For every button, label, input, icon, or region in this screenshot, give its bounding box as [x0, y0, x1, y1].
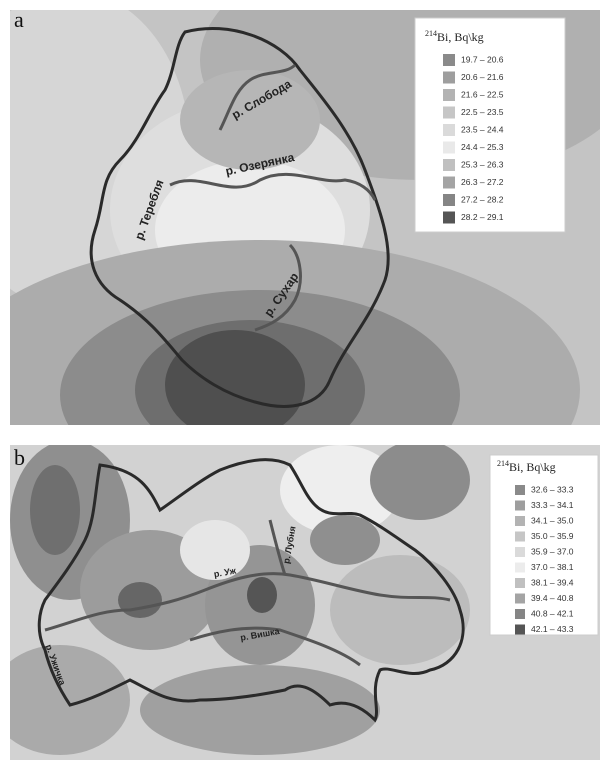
- legend-label: 33.3 – 34.1: [531, 500, 574, 510]
- legend-label: 37.0 – 38.1: [531, 562, 574, 572]
- legend-swatch: [515, 609, 525, 619]
- legend-swatch: [515, 625, 525, 635]
- legend-swatch: [515, 485, 525, 495]
- legend-swatch: [443, 177, 455, 189]
- legend-swatch: [443, 72, 455, 84]
- legend-label: 32.6 – 33.3: [531, 484, 574, 494]
- legend-swatch: [515, 563, 525, 573]
- legend-swatch: [443, 159, 455, 171]
- legend-label: 23.5 – 24.4: [461, 124, 504, 134]
- legend-superscript: 214: [497, 459, 509, 468]
- legend-swatch: [515, 594, 525, 604]
- legend-label: 40.8 – 42.1: [531, 608, 574, 618]
- legend-label: 35.9 – 37.0: [531, 546, 574, 556]
- legend-label: 19.7 – 20.6: [461, 54, 504, 64]
- legend-title-text: Bi, Bq\kg: [437, 30, 484, 44]
- legend-swatch: [443, 89, 455, 101]
- legend-swatch: [443, 124, 455, 136]
- legend-label: 21.6 – 22.5: [461, 89, 504, 99]
- legend-swatch: [443, 194, 455, 206]
- legend-swatch: [443, 142, 455, 154]
- legend-label: 26.3 – 27.2: [461, 177, 504, 187]
- legend-label: 24.4 – 25.3: [461, 142, 504, 152]
- figure: a214Bi, Bq\kg19.7 – 20.620.6 – 21.621.6 …: [0, 0, 605, 765]
- legend-label: 25.3 – 26.3: [461, 159, 504, 169]
- legend-superscript: 214: [425, 29, 437, 38]
- legend-label: 20.6 – 21.6: [461, 72, 504, 82]
- legend-label: 42.1 – 43.3: [531, 624, 574, 634]
- map-b: [0, 440, 600, 760]
- legend-swatch: [515, 547, 525, 557]
- legend-swatch: [515, 578, 525, 588]
- legend-label: 28.2 – 29.1: [461, 212, 504, 222]
- legend-swatch: [443, 212, 455, 224]
- legend-title-text: Bi, Bq\kg: [509, 460, 556, 474]
- page: {"panels": [ {"letter": "a", "legend": {…: [0, 0, 605, 765]
- legend-label: 39.4 – 40.8: [531, 593, 574, 603]
- legend-swatch: [515, 501, 525, 511]
- legend-label: 22.5 – 23.5: [461, 107, 504, 117]
- legend-swatch: [443, 107, 455, 119]
- legend-swatch: [515, 532, 525, 542]
- legend-label: 35.0 – 35.9: [531, 531, 574, 541]
- legend-swatch: [515, 516, 525, 526]
- panel-letter: b: [14, 445, 25, 470]
- legend-label: 27.2 – 28.2: [461, 194, 504, 204]
- panel-letter: a: [14, 7, 24, 32]
- legend-label: 38.1 – 39.4: [531, 577, 574, 587]
- legend-label: 34.1 – 35.0: [531, 515, 574, 525]
- legend-swatch: [443, 54, 455, 66]
